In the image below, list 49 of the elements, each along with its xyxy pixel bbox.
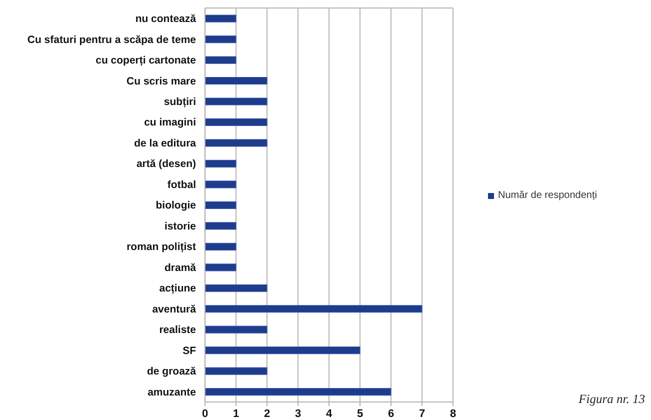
x-tick-label: 7 bbox=[418, 408, 426, 420]
x-tick-label: 6 bbox=[388, 408, 394, 420]
bar bbox=[205, 98, 268, 106]
bar bbox=[205, 139, 268, 147]
y-tick-label: SF bbox=[182, 344, 197, 357]
bar bbox=[205, 14, 236, 22]
y-tick-label: fotbal bbox=[167, 178, 196, 191]
y-tick-label: nu contează bbox=[135, 13, 196, 26]
x-tick-label: 4 bbox=[326, 408, 333, 420]
bar bbox=[205, 367, 268, 375]
y-tick-label: de la editura bbox=[134, 137, 196, 150]
bar bbox=[205, 305, 422, 313]
bar bbox=[205, 284, 268, 292]
y-tick-label: acțiune bbox=[159, 282, 196, 295]
bar bbox=[205, 160, 236, 168]
bar bbox=[205, 180, 236, 188]
bar bbox=[205, 242, 236, 250]
y-tick-label: Cu scris mare bbox=[126, 75, 196, 88]
y-tick-label: cu imagini bbox=[144, 116, 196, 129]
bar bbox=[205, 222, 236, 230]
y-tick-label: aventură bbox=[152, 303, 196, 316]
x-tick-label: 0 bbox=[202, 408, 208, 420]
x-tick-label: 3 bbox=[294, 408, 302, 420]
bar bbox=[205, 201, 236, 209]
x-tick-label: 2 bbox=[264, 408, 270, 420]
bar bbox=[205, 346, 360, 354]
y-tick-label: biologie bbox=[156, 200, 196, 212]
y-tick-label: amuzante bbox=[148, 386, 196, 398]
y-tick-label: artă (desen) bbox=[136, 158, 196, 170]
y-tick-label: roman polițist bbox=[126, 241, 196, 254]
y-tick-label: Cu sfaturi pentru a scăpa de teme bbox=[27, 34, 196, 46]
x-tick-label: 1 bbox=[232, 408, 240, 420]
bar bbox=[205, 35, 236, 44]
bar bbox=[205, 388, 392, 396]
bar bbox=[205, 264, 236, 272]
legend-label: Număr de respondenți bbox=[498, 190, 597, 201]
bar bbox=[205, 56, 236, 64]
y-tick-label: istorie bbox=[164, 220, 196, 232]
y-tick-label: cu coperți cartonate bbox=[96, 54, 196, 67]
bar bbox=[205, 326, 268, 334]
y-tick-label: subțiri bbox=[164, 96, 196, 108]
text: Figura nr. 13 bbox=[578, 392, 645, 407]
y-tick-label: realiste bbox=[159, 324, 196, 336]
bar bbox=[205, 118, 268, 126]
x-tick-label: 5 bbox=[356, 408, 364, 420]
y-tick-label: dramă bbox=[164, 262, 196, 274]
bar bbox=[205, 76, 268, 85]
y-tick-label: de groază bbox=[146, 366, 196, 378]
x-tick-label: 8 bbox=[450, 408, 456, 420]
